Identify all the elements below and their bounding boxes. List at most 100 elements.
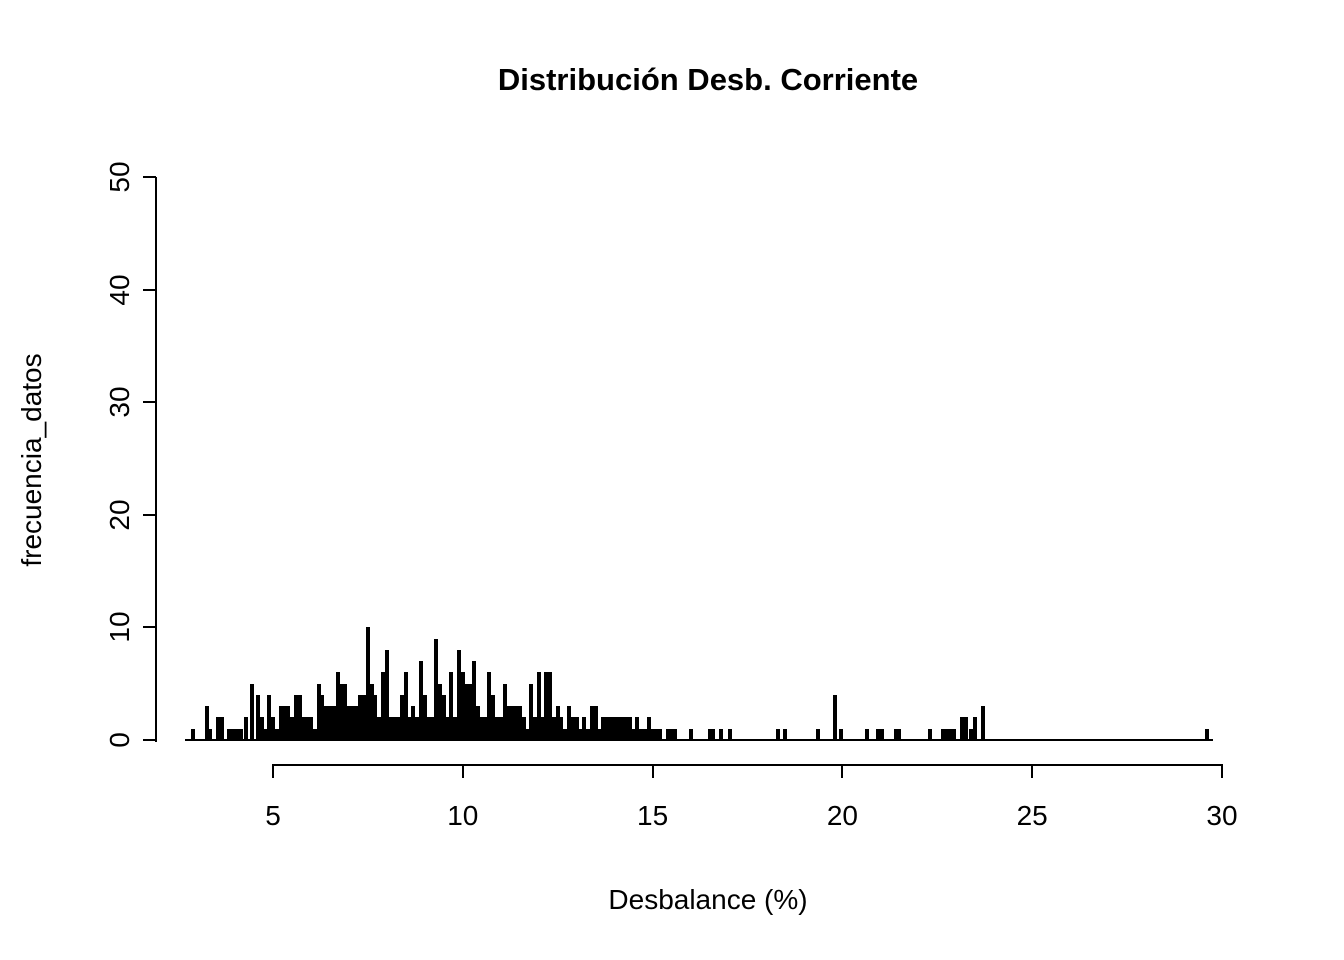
histogram-bar: [838, 728, 843, 740]
histogram-bar: [388, 717, 393, 740]
histogram-bar: [658, 728, 663, 740]
histogram-bar: [259, 717, 264, 740]
plot-title: Distribución Desb. Corriente: [497, 62, 919, 97]
y-tick-mark: [143, 288, 156, 291]
histogram-bar: [479, 717, 484, 740]
histogram-bar: [532, 717, 537, 740]
histogram-bar: [525, 728, 530, 740]
y-axis-label: frecuencia_datos: [16, 353, 47, 567]
histogram-bar: [654, 728, 659, 740]
histogram-bar: [616, 717, 621, 740]
histogram-bar: [400, 694, 405, 740]
histogram-bar: [491, 694, 496, 740]
histogram-bar: [327, 706, 332, 740]
histogram-bar: [441, 694, 446, 740]
histogram-bar: [457, 649, 461, 740]
x-tick-mark: [1221, 764, 1223, 778]
histogram-bar: [415, 717, 420, 740]
histogram-bar: [403, 672, 408, 740]
histogram-bar: [339, 683, 344, 740]
histogram-bar: [665, 728, 670, 740]
histogram-bar: [274, 728, 279, 740]
histogram-bar: [635, 717, 640, 740]
histogram-bar: [494, 717, 499, 740]
histogram-bar: [502, 683, 507, 740]
histogram-bar: [320, 694, 325, 740]
histogram-bar: [331, 706, 336, 740]
histogram-bar: [963, 717, 968, 740]
histogram-bar: [959, 717, 964, 740]
histogram-bar: [191, 728, 196, 740]
histogram-bar: [521, 717, 526, 740]
histogram-bar: [475, 706, 480, 740]
histogram-bar: [570, 717, 575, 740]
histogram-bar: [293, 694, 298, 740]
histogram-bar: [517, 706, 522, 740]
histogram-bar: [407, 717, 412, 740]
histogram-bar: [215, 717, 220, 740]
histogram-bar: [267, 694, 272, 740]
histogram-bar: [578, 728, 583, 740]
histogram-bar: [354, 706, 359, 740]
histogram-bar: [529, 683, 534, 740]
histogram-bar: [631, 728, 636, 740]
histogram-bar: [639, 728, 644, 740]
histogram-bar: [927, 728, 932, 740]
histogram-bar: [707, 728, 712, 740]
histogram-bar: [832, 694, 837, 740]
histogram-bar: [582, 717, 587, 740]
histogram-bar: [271, 717, 275, 740]
histogram-bar: [282, 706, 287, 740]
x-axis-label: Desbalance (%): [608, 884, 808, 915]
histogram-bar: [944, 728, 949, 740]
y-tick-label: 40: [104, 274, 135, 306]
x-tick-label: 30: [1206, 800, 1238, 831]
y-tick-mark: [143, 739, 156, 741]
histogram-bar: [880, 728, 885, 740]
histogram-bar: [567, 706, 572, 740]
y-tick-mark: [143, 176, 156, 178]
histogram-bar: [445, 717, 450, 740]
histogram-baseline: [185, 739, 1213, 741]
histogram-bar: [411, 706, 416, 740]
y-tick-mark: [143, 626, 156, 629]
histogram-bar: [643, 728, 647, 740]
x-axis-line: [272, 764, 1223, 766]
histogram-bar: [973, 717, 978, 740]
histogram-bar: [255, 694, 260, 740]
histogram-bar: [234, 728, 239, 740]
histogram-bar: [305, 717, 310, 740]
x-tick-label: 25: [1016, 800, 1048, 831]
histogram-bar: [718, 728, 723, 740]
histogram-bar: [506, 706, 511, 740]
histogram-bar: [536, 672, 541, 740]
histogram-bar: [815, 728, 820, 740]
histogram-bar: [483, 717, 488, 740]
histogram-bar: [969, 728, 974, 740]
histogram-bar: [574, 717, 579, 740]
y-axis-line: [155, 177, 157, 742]
histogram-bar: [208, 728, 213, 740]
histogram-bar: [540, 717, 545, 740]
x-tick-mark: [841, 764, 844, 778]
histogram-bar: [589, 706, 594, 740]
x-tick-mark: [651, 764, 654, 778]
y-tick-label: 20: [104, 499, 135, 531]
histogram-bar: [605, 717, 610, 740]
histogram-bar: [365, 627, 370, 740]
histogram-bar: [940, 728, 945, 740]
histogram-bar: [384, 649, 389, 740]
histogram-bar: [783, 728, 788, 740]
histogram-bar: [381, 672, 386, 740]
histogram-bar: [601, 717, 606, 740]
histogram-bar: [301, 717, 306, 740]
histogram-bar: [876, 728, 881, 740]
histogram-bar: [1204, 728, 1209, 740]
histogram-bar: [219, 717, 224, 740]
histogram-bar: [544, 672, 549, 740]
histogram-bar: [464, 683, 469, 740]
histogram-bar: [608, 717, 613, 740]
histogram-bar: [244, 717, 249, 740]
histogram-bar: [468, 683, 473, 740]
histogram-bar: [350, 706, 355, 740]
